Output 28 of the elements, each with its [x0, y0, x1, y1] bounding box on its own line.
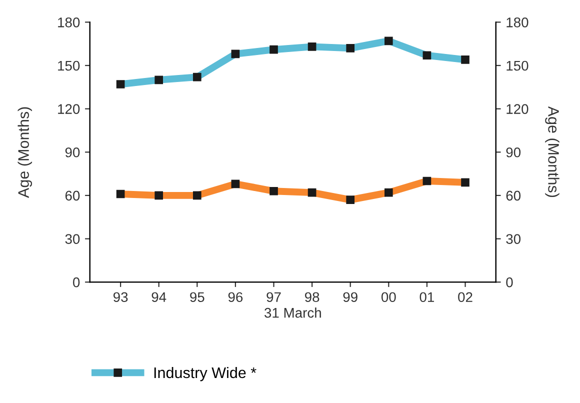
x-tick-label: 96 [228, 292, 243, 302]
y-tick-label: 0 [72, 277, 80, 288]
y-tick-label: 180 [58, 18, 80, 28]
x-tick-label: 00 [381, 292, 396, 302]
y-tick-label: 150 [58, 60, 80, 71]
y-tick-label: 30 [65, 234, 80, 244]
x-tick-label: 99 [343, 292, 358, 302]
y2-tick-label: 60 [506, 190, 521, 201]
y2-tick-label: 180 [506, 18, 528, 28]
y2-tick-label: 120 [506, 104, 528, 114]
x-tick-label: 01 [420, 292, 434, 302]
y2-axis-title: Age (Months) [545, 106, 560, 198]
y2-tick-label: 30 [506, 234, 521, 244]
y-tick-label: 60 [65, 190, 80, 201]
y2-tick-label: 150 [506, 60, 528, 71]
x-tick-label: 97 [266, 292, 281, 302]
y2-tick-label: 90 [506, 147, 521, 158]
x-tick-label: 95 [190, 292, 204, 302]
x-tick-label: 93 [113, 292, 128, 302]
x-tick-label: 94 [152, 292, 166, 302]
y-axis-title: Age (Months) [18, 107, 32, 198]
y2-tick-label: 0 [506, 277, 513, 288]
legend-label: Industry Wide * [154, 366, 256, 382]
y-tick-label: 120 [58, 104, 80, 114]
x-tick-label: 02 [458, 292, 472, 302]
x-tick-label: 98 [304, 292, 320, 302]
y-tick-label: 90 [65, 147, 80, 158]
x-axis-title: 31 March [264, 308, 321, 318]
